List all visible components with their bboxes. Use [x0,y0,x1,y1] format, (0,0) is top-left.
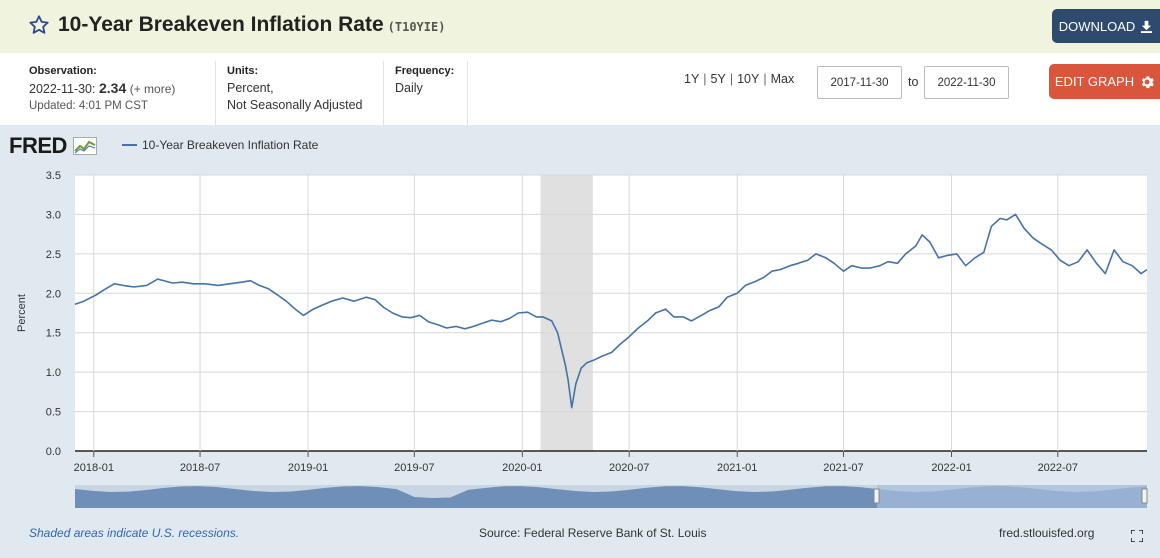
observation-value: 2.34 [98,80,127,96]
series-header: 10-Year Breakeven Inflation Rate (T10YIE)… [0,0,1160,53]
x-tick-label: 2021-01 [717,462,757,474]
y-tick-label: 1.0 [46,367,61,379]
frequency-label: Frequency: [395,65,455,77]
range-5y-link[interactable]: 5Y [710,72,726,86]
page-title: 10-Year Breakeven Inflation Rate (T10YIE) [58,13,445,37]
x-tick-label: 2022-07 [1038,462,1078,474]
fred-logo: FRED [9,133,97,159]
x-tick-label: 2020-01 [502,462,542,474]
edit-graph-label: EDIT GRAPH [1054,74,1135,89]
range-1y-link[interactable]: 1Y [684,72,700,86]
observation-block: Observation: 2022-11-30: 2.34 (+ more) U… [29,63,175,115]
y-axis-label: Percent [16,294,28,332]
divider [467,61,468,125]
end-date-input[interactable] [924,66,1009,99]
navigator-selection[interactable] [877,485,1147,508]
site-link[interactable]: fred.stlouisfed.org [999,526,1095,540]
x-tick-label: 2019-07 [394,462,434,474]
x-tick-label: 2022-01 [931,462,971,474]
y-tick-label: 3.5 [46,170,61,182]
to-label: to [908,75,919,89]
updated-time: Updated: 4:01 PM CST [29,100,148,112]
y-tick-label: 2.0 [46,288,61,300]
frequency-block: Frequency: Daily [395,63,454,97]
navigator-handle-right[interactable] [1141,488,1148,504]
frequency-value: Daily [395,81,423,95]
chart-legend: 10-Year Breakeven Inflation Rate [122,138,318,152]
download-icon [1141,20,1153,33]
fullscreen-icon[interactable] [1131,530,1143,542]
navigator-handle-left[interactable] [873,488,880,504]
series-line [74,213,1148,409]
x-tick-label: 2018-01 [74,462,114,474]
y-tick-label: 3.0 [46,209,61,221]
divider [215,61,216,125]
recession-note: Shaded areas indicate U.S. recessions. [29,526,240,540]
download-label: DOWNLOAD [1058,18,1136,34]
star-icon[interactable] [28,14,50,36]
start-date-input[interactable] [817,66,902,99]
y-tick-label: 0.0 [46,446,61,458]
units-block: Units: Percent, Not Seasonally Adjusted [227,63,363,114]
units-line1: Percent, [227,81,274,95]
observation-date: 2022-11-30: [29,82,96,96]
legend-swatch [122,144,137,146]
series-meta: Observation: 2022-11-30: 2.34 (+ more) U… [0,53,1160,125]
source-text: Source: Federal Reserve Bank of St. Loui… [479,526,707,540]
units-line2: Not Seasonally Adjusted [227,98,363,112]
title-text: 10-Year Breakeven Inflation Rate [58,13,384,36]
range-max-link[interactable]: Max [770,72,795,86]
more-link[interactable]: (+ more) [129,82,176,96]
legend-label: 10-Year Breakeven Inflation Rate [142,138,319,152]
y-tick-label: 0.5 [46,407,61,419]
logo-text: FRED [9,133,67,158]
x-tick-label: 2020-07 [609,462,649,474]
gear-icon [1142,75,1154,88]
x-tick-label: 2018-07 [180,462,220,474]
recession-band [540,175,593,451]
divider [383,61,384,125]
observation-label: Observation: [29,65,97,77]
x-tick-label: 2019-01 [288,462,328,474]
edit-graph-button[interactable]: EDIT GRAPH [1049,64,1160,99]
range-links: 1Y | 5Y | 10Y | Max [684,72,795,86]
plot-area [75,175,1147,451]
series-id: (T10YIE) [387,20,446,34]
x-tick-label: 2021-07 [823,462,863,474]
units-label: Units: [227,65,259,77]
download-button[interactable]: DOWNLOAD [1052,9,1160,43]
y-tick-label: 2.5 [46,249,61,261]
chart-svg[interactable]: 0.0 0.5 1.0 1.5 2.0 2.5 3.0 3.5 2018-01 2018-07 20… [0,125,1160,525]
chart-line-icon [72,137,97,155]
range-10y-link[interactable]: 10Y [737,72,760,86]
y-tick-label: 1.5 [46,328,61,340]
